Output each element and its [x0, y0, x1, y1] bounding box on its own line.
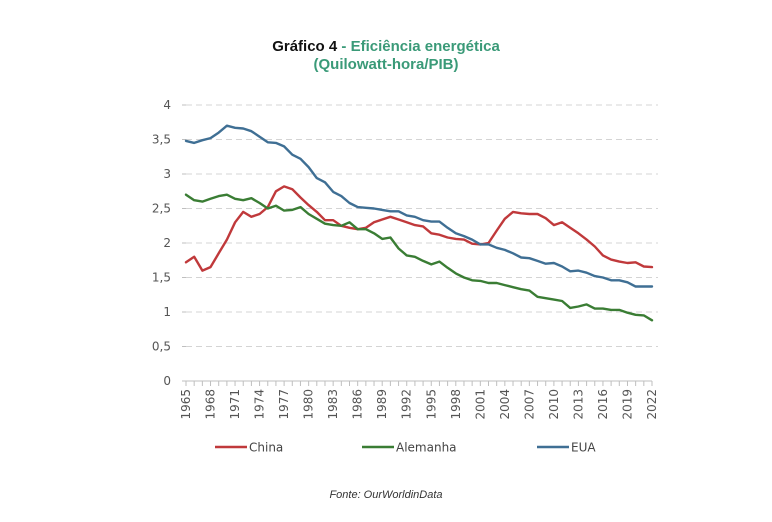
legend-label: Alemanha: [396, 441, 457, 455]
x-tick-label: 1986: [351, 389, 365, 420]
legend-label: EUA: [571, 441, 596, 455]
y-tick-label: 0,5: [152, 340, 171, 354]
title-separator: -: [337, 38, 351, 55]
legend-item-alemanha: Alemanha: [362, 441, 457, 455]
gridlines: [186, 104, 658, 347]
y-tick-label: 2,5: [152, 202, 171, 216]
x-tick-label: 2013: [571, 389, 585, 420]
y-tick-label: 4: [163, 98, 171, 112]
x-tick-label: 1980: [302, 389, 316, 420]
x-tick-label: 2004: [498, 389, 512, 420]
x-axis-ticks: 1965 1968 1971 1974 1977 1980 1983 1986 1989 1992…: [179, 381, 659, 420]
y-tick-label: 2: [163, 236, 171, 250]
series-line-china: [184, 185, 654, 272]
legend-item-eua: EUA: [537, 441, 596, 455]
chart-subtitle: (Quilowatt-hora/PIB): [313, 56, 459, 73]
y-tick-label: 0: [163, 374, 171, 388]
legend-label: China: [249, 441, 283, 455]
title-prefix: Gráfico 4: [272, 38, 338, 55]
title-main: Eficiência energética: [350, 38, 500, 55]
series-line-eua: [184, 124, 654, 288]
x-tick-label: 1977: [277, 389, 291, 420]
x-tick-label: 1965: [179, 389, 193, 420]
x-tick-label: 1995: [424, 389, 438, 420]
x-tick-label: 2007: [522, 389, 536, 420]
x-tick-label: 2001: [473, 389, 487, 420]
x-tick-label: 1989: [375, 389, 389, 420]
y-tick-label: 3: [163, 167, 171, 181]
y-axis-ticks: 0 0,5 1 1,5 2 2,5 3 3,5 4: [152, 98, 186, 388]
series-lines: [184, 124, 654, 322]
legend-item-china: China: [215, 441, 283, 455]
y-tick-label: 1,5: [152, 271, 171, 285]
x-tick-label: 2022: [645, 389, 659, 420]
legend: China Alemanha EUA: [215, 441, 596, 455]
x-tick-label: 1998: [449, 389, 463, 420]
x-tick-label: 2016: [596, 389, 610, 420]
x-tick-label: 2010: [547, 389, 561, 420]
chart-title: Gráfico 4 - Eficiência energética (Quilo…: [0, 38, 772, 74]
x-tick-label: 1983: [326, 389, 340, 420]
series-line-alemanha: [184, 193, 654, 322]
y-tick-label: 3,5: [152, 133, 171, 147]
x-tick-label: 1971: [228, 389, 242, 420]
x-tick-label: 1992: [400, 389, 414, 420]
x-tick-label: 2019: [620, 389, 634, 420]
y-tick-label: 1: [163, 305, 171, 319]
x-tick-label: 1974: [253, 389, 267, 420]
source-note: Fonte: OurWorldinData: [329, 489, 443, 501]
x-tick-label: 1968: [204, 389, 218, 420]
